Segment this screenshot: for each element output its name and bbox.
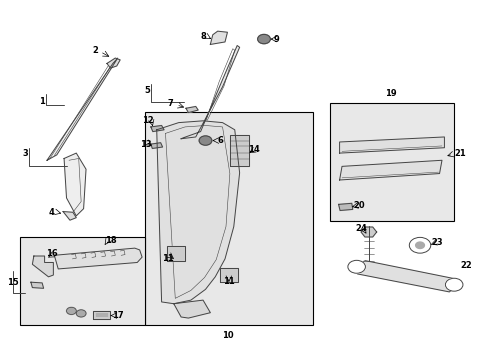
Polygon shape bbox=[54, 248, 142, 269]
Polygon shape bbox=[181, 45, 239, 139]
Text: 13: 13 bbox=[140, 140, 151, 149]
Polygon shape bbox=[151, 143, 162, 148]
Polygon shape bbox=[360, 227, 376, 237]
Circle shape bbox=[257, 35, 270, 44]
Polygon shape bbox=[229, 135, 249, 166]
Polygon shape bbox=[151, 126, 163, 132]
Polygon shape bbox=[210, 31, 227, 44]
Circle shape bbox=[347, 260, 365, 273]
Text: 23: 23 bbox=[430, 238, 442, 247]
Polygon shape bbox=[107, 58, 120, 68]
Circle shape bbox=[66, 307, 76, 315]
Circle shape bbox=[445, 278, 462, 291]
Text: 12: 12 bbox=[142, 116, 154, 125]
Text: 1: 1 bbox=[39, 96, 45, 105]
Text: 5: 5 bbox=[144, 86, 150, 95]
Polygon shape bbox=[64, 153, 86, 216]
Text: 8: 8 bbox=[200, 32, 205, 41]
Text: 11: 11 bbox=[161, 254, 173, 263]
Text: 14: 14 bbox=[248, 145, 260, 154]
Text: 11: 11 bbox=[223, 276, 234, 285]
Circle shape bbox=[76, 310, 86, 317]
Polygon shape bbox=[31, 282, 43, 288]
Text: 21: 21 bbox=[453, 149, 465, 158]
Polygon shape bbox=[47, 58, 118, 160]
Bar bbox=[144, 112, 312, 325]
Polygon shape bbox=[338, 203, 352, 211]
Polygon shape bbox=[32, 256, 53, 277]
Circle shape bbox=[199, 136, 211, 145]
Text: 10: 10 bbox=[221, 332, 233, 341]
Polygon shape bbox=[157, 121, 239, 304]
Text: 9: 9 bbox=[273, 35, 279, 44]
Text: 2: 2 bbox=[93, 46, 99, 55]
Text: 4: 4 bbox=[49, 208, 55, 217]
Polygon shape bbox=[220, 268, 237, 282]
Text: 15: 15 bbox=[7, 278, 19, 287]
Text: 24: 24 bbox=[355, 224, 366, 233]
Text: 3: 3 bbox=[22, 149, 28, 158]
Polygon shape bbox=[350, 261, 459, 292]
Text: 6: 6 bbox=[217, 136, 223, 145]
Text: 7: 7 bbox=[167, 99, 173, 108]
Polygon shape bbox=[185, 107, 198, 113]
Text: 16: 16 bbox=[46, 249, 58, 258]
Text: 22: 22 bbox=[459, 261, 471, 270]
Text: 20: 20 bbox=[352, 201, 364, 210]
Text: 17: 17 bbox=[112, 311, 123, 320]
Text: 19: 19 bbox=[384, 89, 396, 98]
Text: 18: 18 bbox=[104, 236, 116, 245]
Bar bbox=[329, 103, 453, 221]
Polygon shape bbox=[339, 137, 444, 153]
Polygon shape bbox=[167, 246, 184, 261]
Bar bbox=[20, 237, 144, 325]
Circle shape bbox=[408, 237, 430, 253]
Polygon shape bbox=[63, 212, 76, 220]
Polygon shape bbox=[339, 160, 441, 180]
Circle shape bbox=[415, 242, 424, 248]
Polygon shape bbox=[93, 311, 110, 319]
Polygon shape bbox=[173, 300, 210, 318]
